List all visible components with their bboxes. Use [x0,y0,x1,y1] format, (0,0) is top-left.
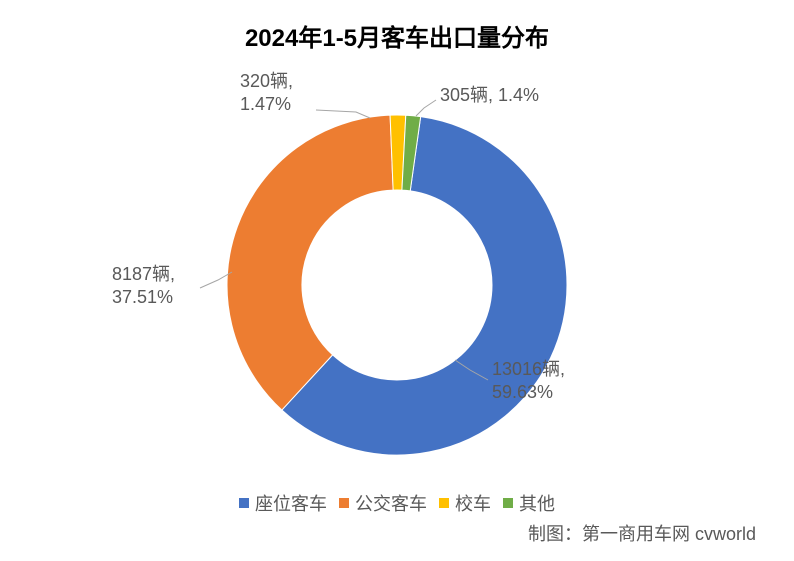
legend-item: 校车 [439,490,491,516]
data-label: 320辆,1.47% [240,70,293,115]
credit-line: 制图：第一商用车网 cvworld [528,520,756,546]
legend-swatch [503,498,513,508]
legend-swatch [339,498,349,508]
legend-label: 公交客车 [355,494,427,514]
data-label: 8187辆,37.51% [112,263,175,308]
leader-line [200,272,232,288]
leader-line [416,100,436,116]
legend-label: 座位客车 [255,494,327,514]
data-label: 305辆, 1.4% [440,84,539,107]
donut-chart: 2024年1-5月客车出口量分布 13016辆,59.63%8187辆,37.5… [0,0,794,561]
legend-label: 校车 [455,494,491,514]
legend-item: 座位客车 [239,490,327,516]
legend-label: 其他 [519,494,555,514]
legend-swatch [239,498,249,508]
legend-swatch [439,498,449,508]
leader-line [316,110,370,118]
legend-item: 其他 [503,490,555,516]
legend-item: 公交客车 [339,490,427,516]
data-label: 13016辆,59.63% [492,358,565,403]
leader-line [455,360,488,380]
legend: 座位客车 公交客车 校车 其他 [0,490,794,516]
